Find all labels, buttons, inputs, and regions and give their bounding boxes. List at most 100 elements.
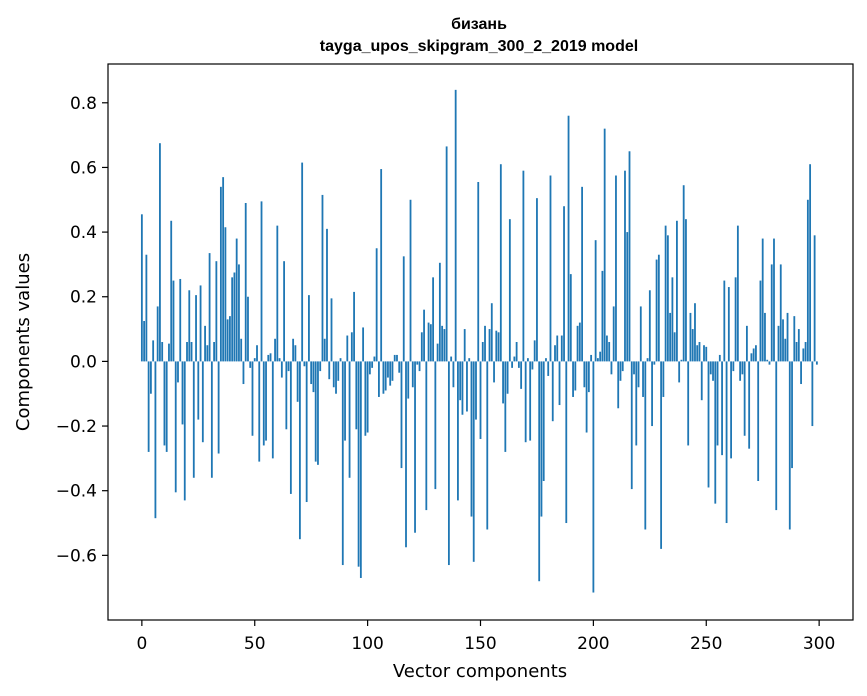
bar <box>461 361 464 415</box>
bar <box>321 194 324 362</box>
bar <box>265 361 267 441</box>
bar <box>540 361 543 517</box>
bar <box>587 361 590 393</box>
bar <box>143 320 146 362</box>
bar <box>371 361 374 368</box>
bar <box>734 277 737 362</box>
bar <box>741 361 744 375</box>
bar <box>199 285 202 362</box>
bar <box>515 342 518 362</box>
bar <box>705 346 708 362</box>
bar <box>357 361 360 567</box>
bar <box>459 361 462 401</box>
bar <box>486 361 489 530</box>
x-axis-label: Vector components <box>393 661 567 682</box>
bar <box>800 361 802 385</box>
bar <box>766 359 769 362</box>
bar <box>219 186 222 362</box>
bar <box>251 361 254 436</box>
bar <box>240 338 243 362</box>
bar <box>804 342 807 362</box>
bar <box>596 358 599 362</box>
bar <box>809 164 812 362</box>
bar <box>454 89 457 362</box>
bar <box>375 248 378 362</box>
bar <box>671 277 674 362</box>
bar <box>773 238 775 362</box>
bar <box>303 361 306 367</box>
bar <box>698 342 701 362</box>
bar <box>278 358 281 362</box>
bar <box>475 361 477 420</box>
x-tick-label: 0 <box>136 634 147 654</box>
bar <box>511 361 514 368</box>
bar <box>416 361 419 365</box>
y-tick-label: 0.0 <box>70 352 97 372</box>
bar <box>806 199 809 362</box>
bar <box>305 361 308 503</box>
bar <box>156 306 159 362</box>
bar <box>709 361 712 375</box>
bar <box>682 185 685 362</box>
bar <box>337 361 340 381</box>
bar <box>197 361 200 420</box>
bar <box>380 169 383 362</box>
bar <box>396 354 398 362</box>
bar <box>529 361 532 441</box>
bar <box>425 361 428 511</box>
bar <box>267 354 270 362</box>
bar <box>599 351 602 362</box>
bar <box>651 361 653 427</box>
bar <box>594 240 597 362</box>
bar <box>368 361 371 375</box>
bar <box>269 353 272 362</box>
bar <box>761 238 764 362</box>
bar <box>450 356 453 362</box>
bar <box>271 361 274 459</box>
bar <box>619 361 622 381</box>
bar <box>222 177 225 362</box>
bar <box>572 361 574 397</box>
bar <box>229 316 231 362</box>
bar <box>310 361 313 385</box>
bar <box>253 358 256 362</box>
bar <box>387 361 389 378</box>
bar <box>434 361 437 490</box>
bar <box>549 175 552 362</box>
bar <box>524 361 527 443</box>
bar <box>644 361 647 530</box>
bar <box>140 214 143 362</box>
bar <box>427 322 430 362</box>
y-tick-label: 0.8 <box>70 94 97 114</box>
bar <box>244 203 247 362</box>
bar <box>721 361 723 456</box>
bar <box>626 232 629 362</box>
y-tick-label: 0.2 <box>70 288 97 308</box>
bar <box>502 361 504 404</box>
bar <box>429 324 432 362</box>
bar <box>585 361 588 433</box>
bar <box>610 361 613 375</box>
bar <box>786 312 789 362</box>
bar <box>581 186 583 362</box>
bar <box>332 361 335 388</box>
bar <box>779 264 782 362</box>
bar <box>639 306 642 362</box>
bar <box>576 325 579 362</box>
bar <box>172 280 175 362</box>
bar <box>186 342 188 362</box>
bar <box>215 261 218 362</box>
bar <box>691 329 694 362</box>
bar <box>770 264 773 362</box>
chart-title: бизань <box>451 16 507 33</box>
bar <box>657 254 660 362</box>
bar <box>554 345 556 362</box>
bar <box>565 361 568 524</box>
bar <box>687 361 690 446</box>
bar <box>420 332 423 362</box>
bar <box>558 361 561 406</box>
bar <box>793 316 796 362</box>
bar <box>488 329 491 362</box>
bar <box>493 361 495 383</box>
bar <box>745 325 748 362</box>
